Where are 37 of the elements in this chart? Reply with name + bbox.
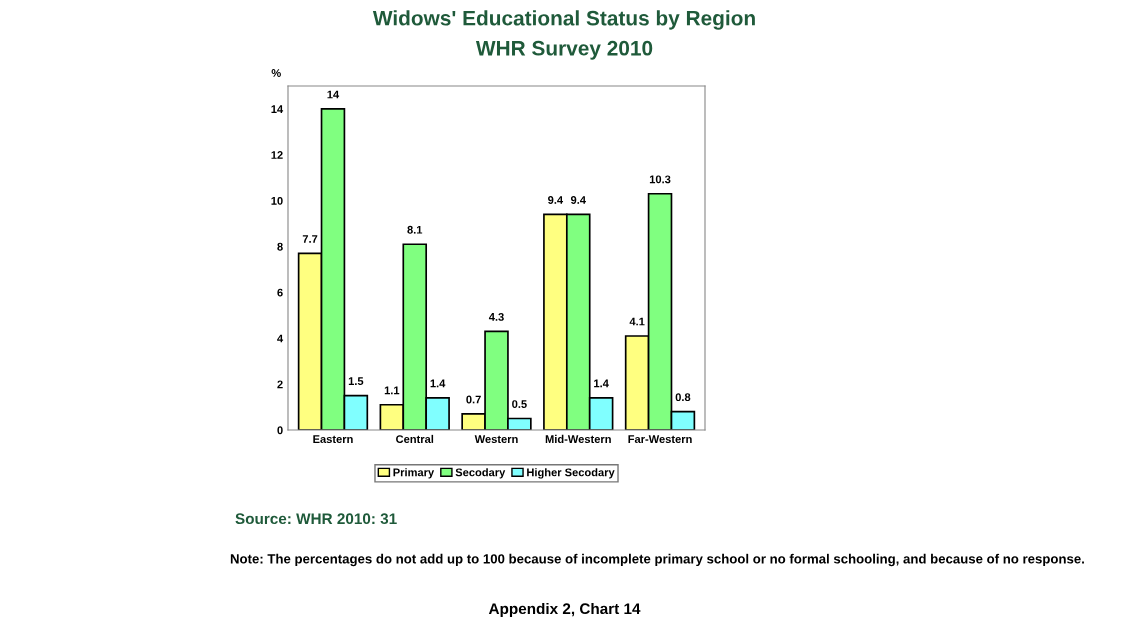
x-tick-label: Mid-Western	[545, 434, 611, 444]
data-label: 1.1	[384, 386, 400, 395]
data-label: 0.5	[512, 400, 527, 408]
x-tick-label: Western	[474, 435, 518, 444]
data-label: 1.4	[594, 379, 609, 388]
data-label: 4.3	[488, 312, 504, 321]
text: Appendix 2, Chart 14	[488, 602, 641, 618]
text: Note: The percentages do not add up to 100 because of incomplete primary school or no formal schooling, and because of no response.	[230, 553, 1084, 567]
chart-title: Widows' Educational Status by Region	[372, 10, 755, 30]
y-tick-label: 0	[277, 426, 283, 435]
data-label: 10.3	[649, 175, 671, 184]
y-tick-label: 10	[271, 196, 283, 205]
data-label: 1.4	[430, 379, 446, 388]
legend-label: Secodary	[455, 468, 506, 479]
y-axis-title: %	[271, 69, 281, 77]
data-label: 9.4	[570, 196, 586, 204]
legend-label: Primary	[393, 468, 435, 479]
data-label: 1.5	[348, 377, 364, 386]
data-label: 4.1	[629, 317, 645, 326]
y-tick-label: 14	[271, 105, 284, 113]
y-tick-label: 2	[277, 380, 283, 389]
data-label: 8.1	[407, 225, 423, 234]
y-tick-label: 8	[277, 242, 283, 251]
y-tick-label: 12	[271, 151, 283, 159]
y-tick-label: 4	[277, 334, 284, 343]
data-label: 9.4	[548, 196, 564, 204]
x-tick-label: Central	[396, 434, 434, 444]
chart-subtitle: WHR Survey 2010	[475, 40, 653, 60]
data-label: 0.7	[466, 395, 481, 404]
y-tick-label: 6	[277, 288, 283, 297]
x-tick-label: Eastern	[313, 435, 353, 444]
data-label: 14	[327, 90, 340, 99]
x-tick-label: Far-Western	[628, 435, 692, 444]
data-label: 0.8	[675, 393, 691, 402]
source-note: Source: WHR 2010: 31	[235, 513, 397, 525]
data-label: 7.7	[302, 235, 318, 243]
legend-label: Higher Secodary	[527, 468, 615, 479]
